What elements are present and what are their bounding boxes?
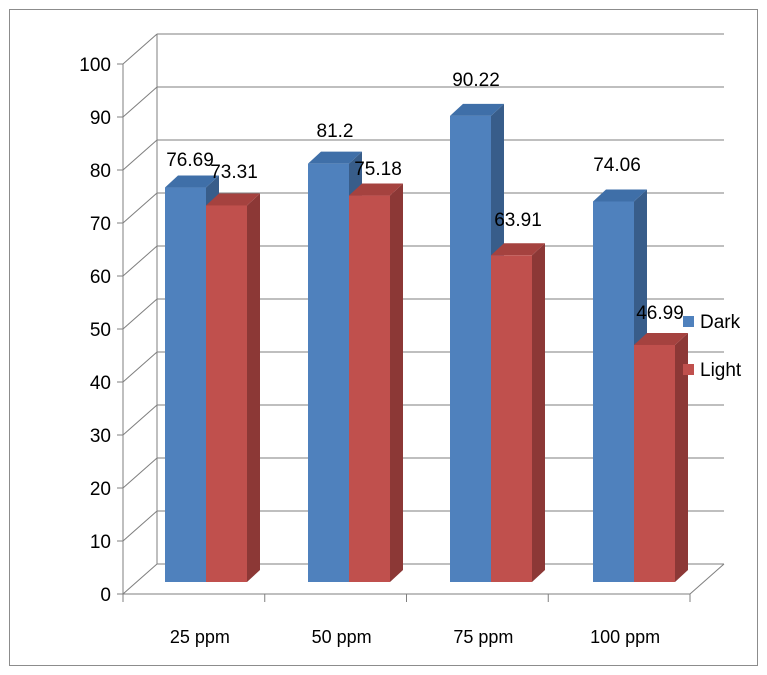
legend-swatch-dark [683, 316, 694, 327]
gridline-diagonal-9 [122, 86, 158, 118]
y-tick-label-7: 70 [90, 214, 111, 235]
y-tick-label-9: 90 [90, 108, 111, 129]
gridline-diagonal-0 [122, 563, 158, 595]
light-bar-1 [349, 195, 390, 582]
gridline-diagonal-4 [122, 351, 158, 383]
legend-swatch-light [683, 364, 694, 375]
gridline-diagonal-10 [122, 33, 158, 65]
light-bar-3-side [675, 332, 688, 582]
dark-bar-0 [165, 187, 206, 582]
light-data-label-0: 73.31 [210, 162, 258, 183]
x-category-label-0: 25 ppm [170, 627, 230, 647]
dark-data-label-0: 76.69 [166, 150, 214, 171]
light-bar-0-side [247, 193, 260, 582]
dark-bar-2 [450, 115, 491, 583]
dark-data-label-1: 81.2 [317, 121, 354, 142]
dark-bar-3 [593, 201, 634, 582]
y-tick-label-6: 60 [90, 267, 111, 288]
light-bar-2-top [491, 243, 545, 256]
gridline-diagonal-7 [122, 192, 158, 224]
light-bar-0-top [206, 193, 260, 206]
dark-bar-3-top [593, 189, 647, 202]
legend-label-dark: Dark [700, 312, 741, 333]
dark-bar-0-top [165, 175, 219, 188]
dark-data-label-2: 90.22 [452, 70, 500, 91]
gridline-diagonal-6 [122, 245, 158, 277]
light-bar-3-top [634, 332, 688, 345]
light-bar-1-side [390, 183, 403, 582]
gridline-diagonal-3 [122, 404, 158, 436]
x-category-label-3: 100 ppm [590, 627, 660, 647]
light-data-label-1: 75.18 [354, 159, 402, 180]
y-tick-label-8: 80 [90, 161, 111, 182]
light-bar-3 [634, 344, 675, 582]
y-tick-label-1: 10 [90, 532, 111, 553]
gridline-diagonal-8 [122, 139, 158, 171]
light-bar-0 [206, 205, 247, 582]
light-bar-1-top [349, 183, 403, 196]
dark-bar-1 [308, 163, 349, 582]
dark-bar-2-top [450, 103, 504, 116]
x-category-label-2: 75 ppm [453, 627, 513, 647]
dark-data-label-3: 74.06 [593, 155, 641, 176]
light-data-label-2: 63.91 [494, 210, 542, 231]
light-data-label-3: 46.99 [636, 303, 684, 324]
y-tick-label-4: 40 [90, 373, 111, 394]
x-category-label-1: 50 ppm [312, 627, 372, 647]
y-tick-label-3: 30 [90, 426, 111, 447]
y-tick-label-5: 50 [90, 320, 111, 341]
floor-right-edge [689, 563, 725, 595]
gridline-diagonal-1 [122, 510, 158, 542]
y-tick-label-0: 0 [100, 585, 111, 606]
light-bar-2-side [532, 243, 545, 583]
legend-label-light: Light [700, 360, 742, 381]
gridline-diagonal-5 [122, 298, 158, 330]
y-tick-label-2: 20 [90, 479, 111, 500]
gridline-diagonal-2 [122, 457, 158, 489]
dark-bar-1-top [308, 151, 362, 164]
light-bar-2 [491, 255, 532, 583]
y-tick-label-10: 100 [79, 55, 111, 76]
